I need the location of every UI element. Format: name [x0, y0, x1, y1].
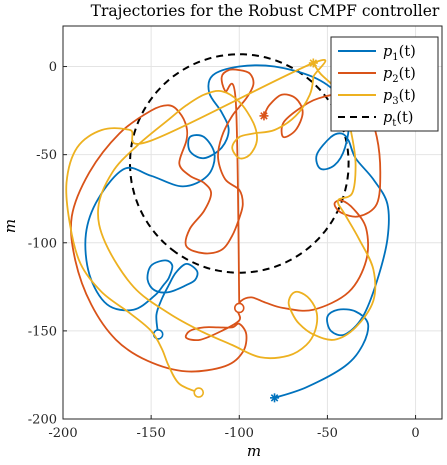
- y-tick-label: 0: [49, 60, 57, 75]
- x-tick-label: -150: [137, 426, 166, 441]
- end-marker: [233, 302, 245, 314]
- axes-box: [62, 25, 443, 420]
- y-tick-label: -150: [28, 324, 57, 339]
- y-tick-label: -100: [28, 236, 57, 251]
- series-p2t: [70, 68, 382, 373]
- start-marker: [270, 394, 279, 402]
- x-tick-label: -100: [225, 426, 254, 441]
- start-marker: [309, 59, 318, 67]
- x-axis-label: m: [247, 442, 261, 460]
- end-marker: [193, 387, 205, 398]
- y-tick-label: -200: [28, 413, 57, 428]
- x-tick-label: -50: [317, 426, 338, 441]
- trajectory-line: [84, 64, 390, 399]
- target-path: [128, 53, 350, 274]
- chart-title: Trajectories for the Robust CMPF control…: [91, 2, 440, 20]
- trajectory-line: [70, 68, 382, 373]
- series-target: [128, 53, 350, 274]
- series-group: [65, 58, 390, 403]
- trajectory-line: [65, 58, 377, 394]
- legend-label-pt: pt(t): [383, 110, 413, 129]
- legend-box: [330, 36, 439, 132]
- legend-label-p3: p3(t): [383, 88, 416, 107]
- legend: p1(t) p2(t) p3(t) pt(t): [330, 36, 439, 132]
- start-marker: [260, 112, 268, 120]
- x-tick-label: -200: [48, 426, 77, 441]
- y-tick-label: -50: [36, 148, 57, 163]
- y-axis-label: m: [1, 219, 19, 233]
- series-p3t: [65, 58, 377, 398]
- legend-label-p1: p1(t): [383, 44, 416, 63]
- x-tick-label: 0: [411, 426, 419, 441]
- legend-label-p2: p2(t): [383, 66, 416, 85]
- ticks: -200 -150 -100 -50 0 0 -50 -100 -150 -200: [28, 60, 420, 441]
